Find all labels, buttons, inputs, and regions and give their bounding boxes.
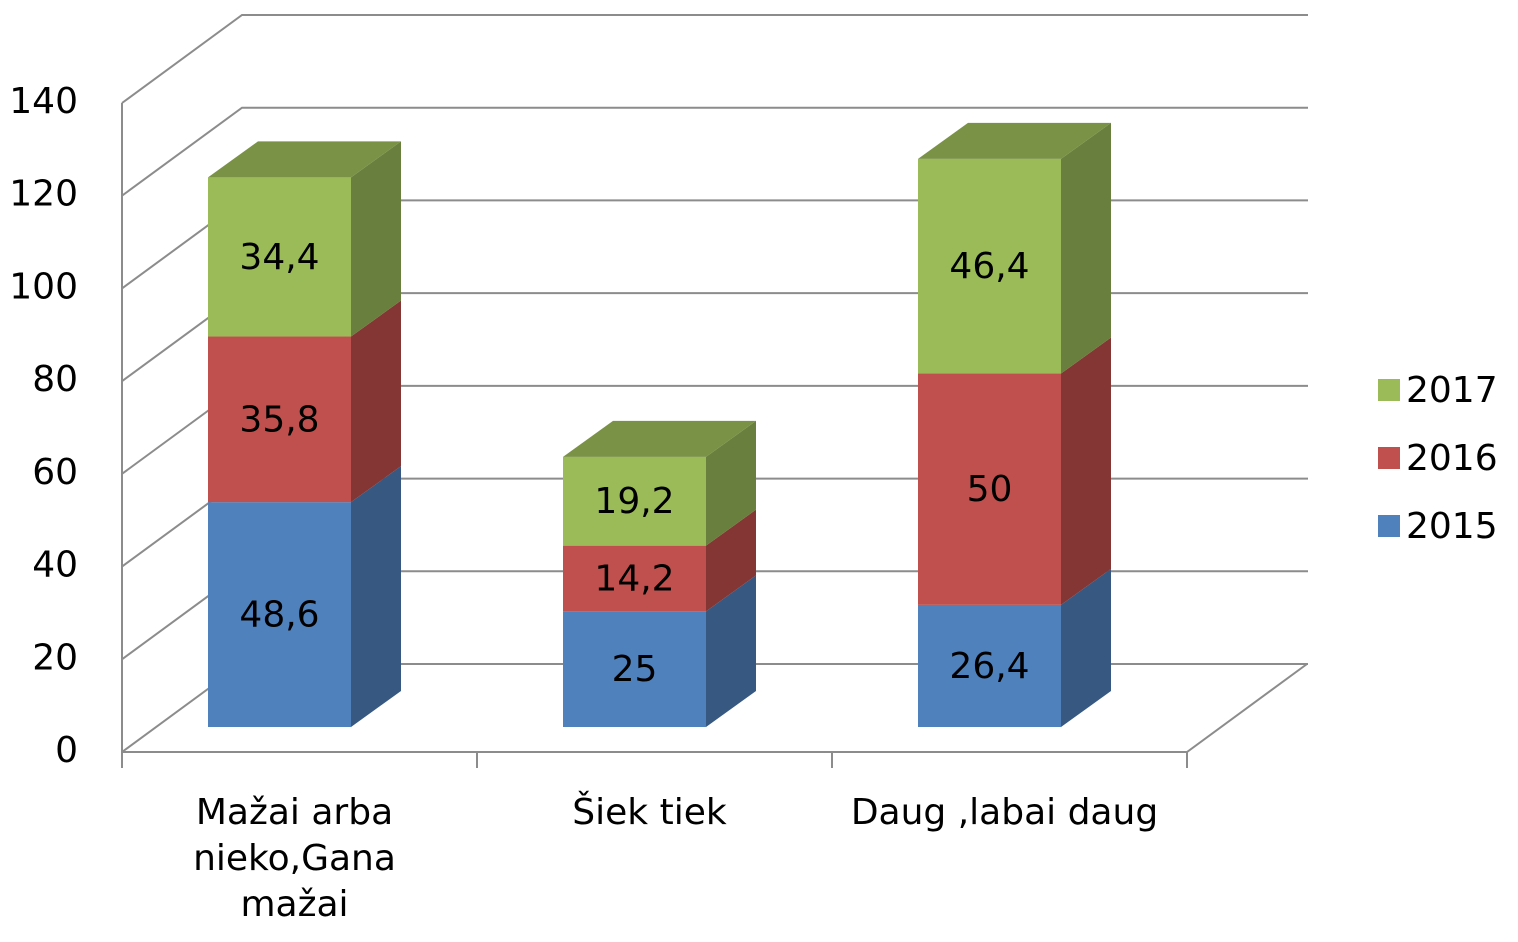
value-label: 35,8 bbox=[239, 399, 319, 440]
bar-top bbox=[563, 420, 756, 457]
y-tick-label: 20 bbox=[32, 637, 78, 678]
x-tick-label: Mažai arba nieko,Gana mažai bbox=[193, 792, 396, 925]
y-tick-label: 40 bbox=[32, 545, 78, 586]
value-label: 19,2 bbox=[594, 481, 674, 522]
bar-side bbox=[706, 420, 756, 546]
legend-swatch bbox=[1378, 447, 1400, 469]
bar-top bbox=[918, 122, 1111, 159]
bar-side bbox=[351, 141, 401, 337]
bar-front bbox=[563, 456, 706, 546]
legend-swatch bbox=[1378, 515, 1400, 537]
value-label: 50 bbox=[967, 469, 1013, 510]
bar-front bbox=[208, 502, 351, 727]
bar-front bbox=[918, 604, 1061, 727]
legend-swatch bbox=[1378, 379, 1400, 401]
x-tick-label: Šiek tiek bbox=[572, 792, 727, 833]
grid-line bbox=[121, 106, 1308, 197]
bar-side bbox=[351, 466, 401, 727]
y-tick-label: 0 bbox=[55, 730, 78, 771]
bar-front bbox=[208, 177, 351, 337]
legend-label: 2016 bbox=[1406, 438, 1498, 479]
bar-front bbox=[918, 373, 1061, 605]
bar-side bbox=[351, 300, 401, 503]
value-label: 34,4 bbox=[239, 237, 319, 278]
value-label: 26,4 bbox=[949, 646, 1029, 687]
grid-line bbox=[121, 14, 1308, 104]
bar-side bbox=[706, 575, 756, 727]
value-label: 48,6 bbox=[239, 595, 319, 636]
value-label: 25 bbox=[612, 649, 658, 690]
value-label: 46,4 bbox=[949, 246, 1029, 287]
y-tick-label: 120 bbox=[9, 174, 78, 215]
bar-side bbox=[1061, 122, 1111, 374]
bar-front bbox=[563, 545, 706, 612]
x-tick-label: Daug ,labai daug bbox=[850, 792, 1159, 833]
bar-front bbox=[208, 336, 351, 503]
y-tick-label: 60 bbox=[32, 452, 78, 493]
bar-top bbox=[208, 141, 401, 178]
value-label: 14,2 bbox=[594, 558, 674, 599]
bar-front bbox=[563, 611, 706, 727]
bar-side bbox=[1061, 337, 1111, 605]
bar-side bbox=[1061, 568, 1111, 727]
bar-side bbox=[706, 509, 756, 612]
y-tick-label: 100 bbox=[9, 266, 78, 307]
legend-label: 2015 bbox=[1406, 506, 1498, 547]
y-tick-label: 140 bbox=[9, 81, 78, 122]
y-tick-label: 80 bbox=[32, 359, 78, 400]
legend-label: 2017 bbox=[1406, 370, 1498, 411]
bar-front bbox=[918, 158, 1061, 374]
